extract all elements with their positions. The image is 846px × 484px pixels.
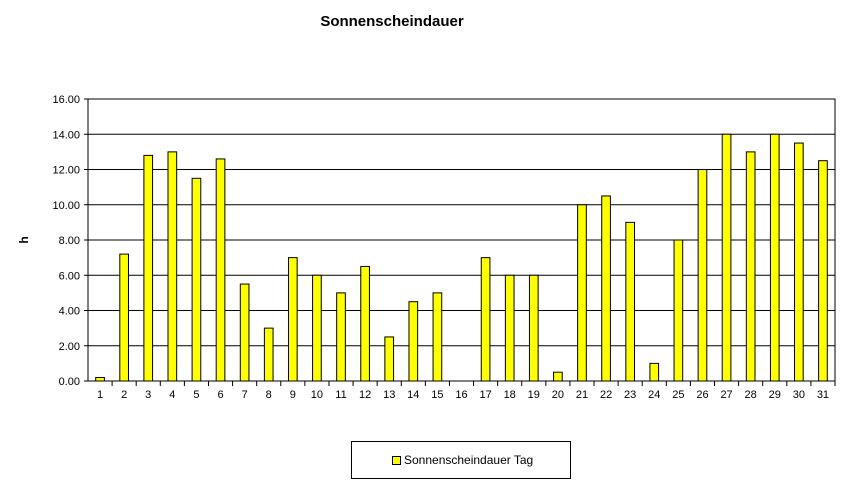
x-tick-label: 14 (407, 389, 419, 401)
bar (360, 265, 370, 382)
bar (673, 239, 684, 382)
y-tick-label: 12.00 (52, 165, 80, 177)
bar (649, 362, 660, 382)
x-tick-label: 4 (169, 389, 175, 401)
y-tick-label: 4.00 (59, 306, 80, 318)
y-tick-label: 10.00 (52, 200, 80, 212)
x-tick-label: 21 (576, 389, 588, 401)
x-tick-label: 30 (793, 389, 805, 401)
bar (480, 257, 491, 382)
bar (336, 292, 346, 382)
x-tick-label: 6 (217, 389, 223, 401)
x-tick-label: 20 (552, 389, 564, 401)
plot-area-frame (87, 98, 836, 382)
y-tick-label: 14.00 (52, 129, 80, 141)
bars (95, 133, 828, 382)
x-tick-label: 13 (383, 389, 395, 401)
x-tick-label: 19 (528, 389, 540, 401)
bar (191, 177, 202, 382)
bar (769, 133, 780, 382)
x-tick-label: 7 (242, 389, 248, 401)
bar (818, 160, 828, 382)
bar (263, 327, 274, 382)
y-tick-label: 16.00 (52, 94, 80, 106)
bar (697, 169, 708, 382)
x-tick-label: 8 (266, 389, 272, 401)
y-tick-labels: 0.00 2.00 4.00 6.00 8.00 10.00 12.00 14.00 16.00 (52, 94, 80, 388)
x-tick-label: 3 (145, 389, 151, 401)
y-tick-label: 6.00 (59, 270, 80, 282)
bar (601, 195, 611, 382)
y-tick-label: 0.00 (59, 376, 80, 388)
bar (119, 253, 129, 382)
bar (95, 376, 105, 382)
x-tick-label: 22 (600, 389, 612, 401)
x-tick-label: 11 (335, 389, 346, 401)
bar (239, 283, 250, 382)
bar (794, 142, 804, 382)
bar (167, 151, 178, 382)
bar (408, 301, 419, 382)
bar (215, 158, 226, 382)
bar (143, 154, 154, 382)
bar (577, 204, 587, 382)
x-tick-label: 18 (504, 389, 516, 401)
legend-label: Sonnenscheindauer Tag (404, 453, 534, 467)
x-tick-label: 12 (359, 389, 371, 401)
legend-swatch (392, 455, 401, 465)
bar (745, 151, 756, 382)
bar (312, 274, 322, 382)
y-tick-label: 8.00 (59, 235, 80, 247)
bar (721, 133, 732, 382)
x-tick-label: 31 (817, 389, 829, 401)
x-tick-label: 1 (97, 389, 103, 401)
x-tick-label: 17 (479, 389, 491, 401)
x-tick-label: 5 (193, 389, 199, 401)
x-tick-label: 10 (311, 389, 323, 401)
bar (504, 274, 515, 382)
x-tick-label: 24 (648, 389, 660, 401)
x-tick-label: 15 (431, 389, 443, 401)
bar (384, 336, 395, 382)
x-tick-label: 9 (290, 389, 296, 401)
x-tick-label: 16 (455, 389, 467, 401)
bar (528, 274, 539, 382)
axes (87, 98, 836, 382)
x-tick-label: 2 (121, 389, 127, 401)
bar (432, 292, 443, 382)
x-tick-labels: 1 2 3 4 5 6 7 8 9 10 11 12 13 14 15 16 17 18 19 20 21 22 23 24 2… (97, 381, 836, 401)
x-tick-label: 29 (769, 389, 781, 401)
y-axis-label: h (17, 236, 31, 243)
bar (287, 257, 298, 382)
bar (553, 371, 563, 382)
chart-title: Sonnenscheindauer (320, 13, 464, 30)
legend: Sonnenscheindauer Tag (351, 441, 571, 479)
x-tick-label: 26 (696, 389, 708, 401)
bar (625, 221, 636, 382)
y-tick-label: 2.00 (59, 341, 80, 353)
x-tick-label: 27 (720, 389, 732, 401)
x-tick-label: 28 (745, 389, 757, 401)
x-tick-label: 25 (672, 389, 684, 401)
x-tick-label: 23 (624, 389, 636, 401)
